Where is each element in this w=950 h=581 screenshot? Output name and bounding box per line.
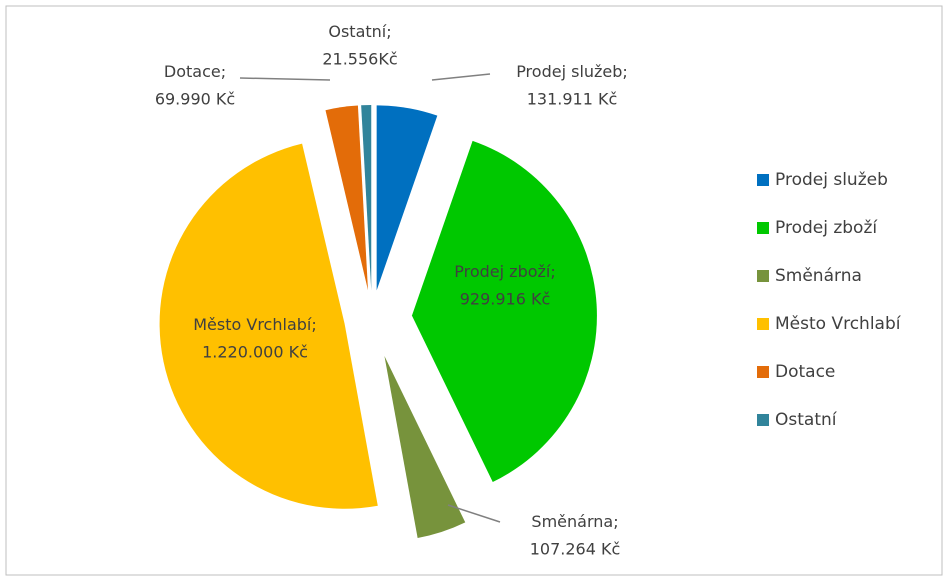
- data-label: Směnárna;: [531, 512, 618, 531]
- data-label-value: 131.911 Kč: [527, 90, 618, 109]
- legend-label: Prodej služeb: [775, 170, 888, 190]
- leader-line: [239, 77, 331, 81]
- legend-label: Směnárna: [775, 266, 862, 286]
- data-label-value: 69.990 Kč: [155, 90, 235, 109]
- legend-swatch: [757, 174, 769, 186]
- legend-swatch: [757, 222, 769, 234]
- data-label: Ostatní;: [328, 22, 391, 41]
- data-label-name: Prodej služeb: [516, 62, 622, 81]
- leader-line: [431, 73, 491, 81]
- legend-swatch: [757, 318, 769, 330]
- legend-swatch: [757, 366, 769, 378]
- data-label: Prodej služeb;: [516, 62, 628, 81]
- data-label-name: Prodej zboží: [454, 262, 551, 281]
- pie-slice: [361, 105, 372, 291]
- data-label-value: 929.916 Kč: [460, 290, 551, 309]
- pie-slice: [376, 105, 438, 291]
- data-label-value: 1.220.000 Kč: [202, 343, 308, 362]
- pie-slice: [384, 356, 466, 539]
- data-label-value: 107.264 Kč: [530, 540, 621, 559]
- data-label: Dotace;: [164, 62, 226, 81]
- data-label-name: Město Vrchlabí: [193, 315, 312, 334]
- data-label-separator: ;: [386, 22, 391, 41]
- pie-slice: [325, 105, 369, 291]
- legend-label: Prodej zboží: [775, 218, 878, 238]
- data-label-value: 21.556Kč: [322, 50, 397, 69]
- data-label-name: Dotace: [164, 62, 221, 81]
- data-label-separator: ;: [311, 315, 316, 334]
- data-label: Město Vrchlabí;: [193, 315, 316, 334]
- data-label-name: Ostatní: [328, 22, 386, 41]
- legend-swatch: [757, 270, 769, 282]
- leader-line: [447, 504, 501, 523]
- legend-label: Dotace: [775, 362, 835, 382]
- data-label-name: Směnárna: [531, 512, 613, 531]
- legend-label: Město Vrchlabí: [775, 314, 902, 334]
- data-label-separator: ;: [622, 62, 627, 81]
- legend-label: Ostatní: [775, 410, 838, 430]
- pie-slice: [159, 143, 378, 509]
- data-label-separator: ;: [550, 262, 555, 281]
- legend: Prodej služeb Prodej zboží Směnárna Město V…: [757, 170, 902, 430]
- data-label: Prodej zboží;: [454, 262, 556, 281]
- data-label-separator: ;: [613, 512, 618, 531]
- data-label-separator: ;: [221, 62, 226, 81]
- pie-slice: [411, 140, 597, 483]
- legend-swatch: [757, 414, 769, 426]
